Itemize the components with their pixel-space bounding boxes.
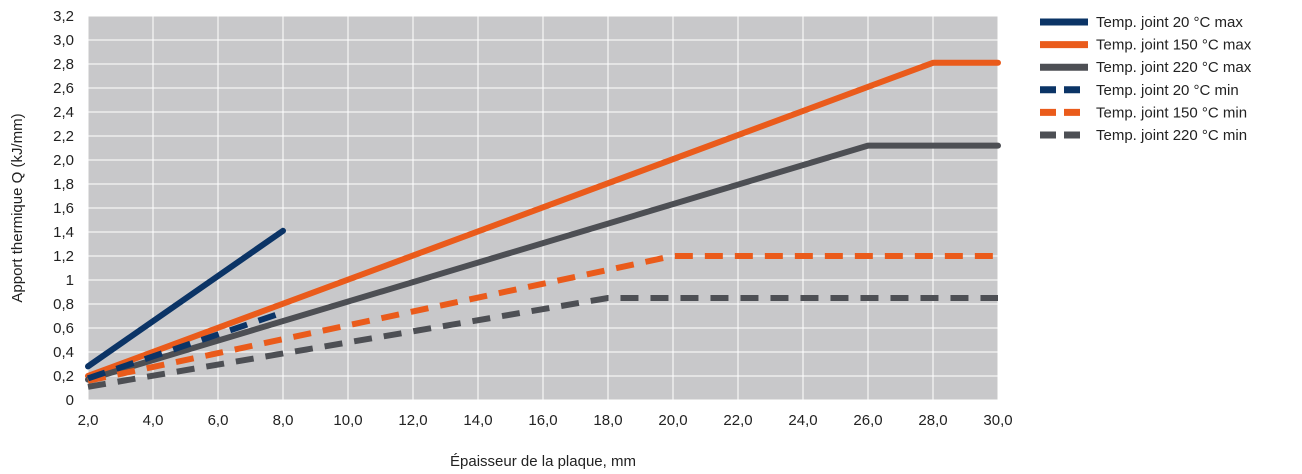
y-tick-label: 2,0 [53,152,74,169]
legend-label: Temp. joint 150 °C min [1096,104,1247,121]
series-line-6 [87,295,998,390]
x-tick-label: 6,0 [208,412,229,429]
x-tick-label: 24,0 [788,412,817,429]
y-tick-label: 0 [66,392,74,409]
x-tick-label: 26,0 [853,412,882,429]
x-tick-label: 12,0 [398,412,427,429]
x-tick-label: 4,0 [143,412,164,429]
legend-item: Temp. joint 220 °C min [1040,127,1247,144]
y-tick-label: 2,2 [53,128,74,145]
y-tick-label: 1,6 [53,200,74,217]
y-tick-label: 2,4 [53,104,74,121]
legend-item: Temp. joint 220 °C max [1040,59,1252,76]
legend-label: Temp. joint 20 °C max [1096,14,1243,31]
x-tick-label: 2,0 [78,412,99,429]
y-tick-label: 2,8 [53,56,74,73]
legend-label: Temp. joint 220 °C min [1096,127,1247,144]
x-axis-ticks: 2,0 4,0 6,0 8,0 10,0 12,0 14,0 16,0 18,0 20,0 22,0… [78,412,1013,429]
y-axis-title: Apport thermique Q (kJ/mm) [9,113,26,302]
y-tick-label: 1,8 [53,176,74,193]
x-tick-label: 28,0 [918,412,947,429]
series-line-4 [87,309,284,382]
series-lines [85,59,1001,390]
y-tick-label: 0,2 [53,368,74,385]
x-axis-title: Épaisseur de la plaque, mm [450,453,636,470]
y-tick-label: 2,6 [53,80,74,97]
legend-label: Temp. joint 20 °C min [1096,82,1239,99]
grid-lines [87,15,999,401]
legend-label: Temp. joint 220 °C max [1096,59,1252,76]
legend-item: Temp. joint 150 °C min [1040,104,1247,121]
x-tick-label: 16,0 [528,412,557,429]
y-tick-label: 0,8 [53,296,74,313]
series-line-3 [85,142,1001,383]
y-tick-label: 0,6 [53,320,74,337]
x-tick-label: 22,0 [723,412,752,429]
legend-item: Temp. joint 150 °C max [1040,37,1252,54]
series-line-5 [87,253,998,384]
x-tick-label: 10,0 [333,412,362,429]
y-tick-label: 0,4 [53,344,74,361]
y-tick-label: 3,2 [53,8,74,25]
x-tick-label: 18,0 [593,412,622,429]
x-tick-label: 14,0 [463,412,492,429]
legend-item: Temp. joint 20 °C max [1040,14,1243,31]
y-tick-label: 3,0 [53,32,74,49]
legend-label: Temp. joint 150 °C max [1096,37,1252,54]
y-tick-label: 1,4 [53,224,74,241]
x-tick-label: 20,0 [658,412,687,429]
legend-item: Temp. joint 20 °C min [1040,82,1239,99]
x-tick-label: 8,0 [273,412,294,429]
legend: Temp. joint 20 °C max Temp. joint 150 °C … [1040,14,1252,144]
series-line-2 [85,59,1001,379]
y-tick-label: 1 [66,272,74,289]
y-axis-ticks: 0 0,2 0,4 0,6 0,8 1 1,2 1,4 1,6 1,8 2,0 2,2 2,4 2,6 2,… [53,8,74,409]
x-tick-label: 30,0 [983,412,1012,429]
y-tick-label: 1,2 [53,248,74,265]
series-line-1 [85,227,286,370]
